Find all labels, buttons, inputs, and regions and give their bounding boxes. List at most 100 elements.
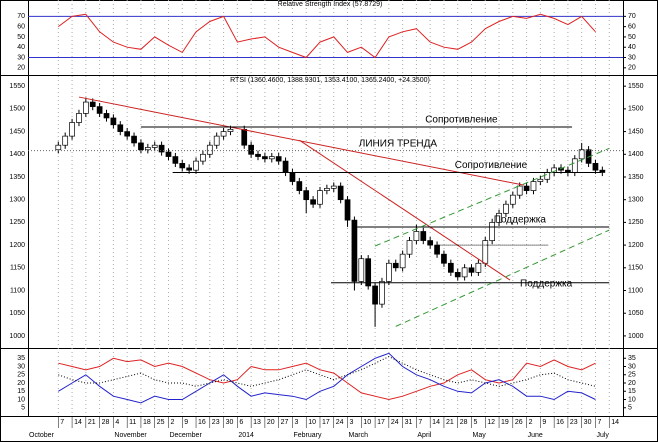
annotation-line — [395, 229, 610, 327]
x-tick-label: 20 — [267, 419, 275, 426]
candle-body — [496, 212, 502, 223]
x-tick-label: 28 — [460, 419, 468, 426]
x-tick-label: 23 — [212, 419, 220, 426]
y-tick-label: 15 — [628, 388, 636, 395]
x-tick-label: 14 — [432, 419, 440, 426]
candle-body — [461, 267, 468, 278]
x-tick-label: 7 — [418, 419, 422, 426]
y-tick-label: 35 — [17, 355, 25, 362]
candle-body — [76, 113, 82, 123]
x-tick-label: 17 — [377, 419, 385, 426]
y-tick-label: 1450 — [628, 128, 644, 135]
candle-body — [578, 149, 585, 160]
candle-body — [62, 135, 69, 146]
candle-body — [220, 131, 227, 137]
candle-body — [206, 144, 213, 155]
y-tick-label: 1550 — [9, 83, 25, 90]
annotation-line — [374, 147, 610, 247]
candle-body — [289, 172, 296, 182]
candle-body — [330, 185, 337, 189]
y-tick-label: 1050 — [9, 310, 25, 317]
candle-body — [303, 190, 310, 201]
candle-body — [413, 231, 420, 241]
candle-body — [227, 128, 234, 132]
y-tick-label: 25 — [17, 372, 25, 379]
x-tick-label: 21 — [446, 419, 454, 426]
x-tick-label: 6 — [239, 419, 243, 426]
indicator-line — [58, 352, 596, 404]
y-tick-label: 20 — [628, 380, 636, 387]
candle-body — [248, 144, 254, 155]
x-tick-label: 9 — [542, 419, 546, 426]
candle-body — [434, 244, 440, 255]
month-label: February — [293, 432, 322, 439]
candle-body — [213, 135, 220, 146]
y-tick-label: 50 — [628, 34, 636, 41]
candle-body — [399, 253, 406, 269]
y-tick-label: 20 — [628, 65, 636, 72]
candle-body — [386, 262, 392, 282]
annotation-line — [299, 139, 511, 281]
x-tick-label: 2 — [170, 419, 174, 426]
candle-body — [131, 135, 137, 144]
candle-body — [255, 153, 261, 157]
y-tick-label: 30 — [628, 54, 636, 61]
month-label: November — [114, 432, 147, 439]
candle-body — [200, 153, 206, 162]
y-tick-label: 1500 — [9, 106, 25, 113]
y-tick-label: 1150 — [10, 265, 25, 272]
annotation-label: Поддержка — [520, 278, 573, 289]
candle-body — [427, 240, 434, 246]
y-tick-label: 1100 — [10, 287, 25, 294]
y-tick-label: 1200 — [628, 242, 644, 249]
candle-body — [530, 181, 537, 191]
candle-body — [96, 106, 103, 114]
candle-body — [351, 219, 358, 282]
y-tick-label: 1400 — [9, 151, 25, 158]
x-tick-label: 30 — [226, 419, 234, 426]
x-tick-label: 28 — [102, 419, 110, 426]
y-tick-label: 1000 — [9, 333, 25, 340]
x-tick-label: 31 — [405, 419, 413, 426]
candle-body — [592, 163, 599, 171]
y-tick-label: 1250 — [628, 219, 644, 226]
y-tick-label: 40 — [628, 44, 636, 51]
candle-body — [186, 167, 192, 171]
y-tick-label: 10 — [17, 396, 25, 403]
candle-body — [337, 185, 344, 201]
candle-body — [110, 117, 117, 126]
rsi-line — [58, 13, 596, 59]
y-tick-label: 25 — [628, 372, 636, 379]
candle-body — [372, 285, 378, 305]
month-label: July — [596, 432, 609, 439]
month-label: December — [169, 432, 202, 439]
candle-body — [365, 258, 372, 287]
candle-body — [344, 199, 351, 221]
candle-body — [599, 169, 606, 173]
candle-body — [489, 222, 496, 241]
candle-body — [544, 172, 551, 180]
x-tick-label: 21 — [88, 419, 96, 426]
candle-body — [268, 156, 275, 160]
month-label: May — [472, 432, 486, 439]
candle-body — [537, 178, 544, 182]
candle-body — [441, 253, 447, 264]
candle-body — [69, 122, 75, 137]
y-tick-label: 70 — [17, 13, 25, 20]
x-tick-label: 5 — [473, 419, 477, 426]
month-label: April — [417, 432, 431, 439]
candle-body — [89, 101, 96, 107]
y-tick-label: 1400 — [628, 151, 644, 158]
annotation-label: Сопротивление — [455, 160, 528, 171]
candle-body — [558, 167, 564, 171]
y-tick-label: 1500 — [628, 106, 644, 113]
x-tick-label: 16 — [556, 419, 564, 426]
x-tick-label: 23 — [570, 419, 578, 426]
month-label: October — [29, 432, 55, 439]
y-tick-label: 1150 — [628, 265, 643, 272]
candle-body — [571, 158, 578, 173]
y-tick-label: 60 — [17, 23, 25, 30]
month-label: March — [349, 432, 369, 439]
y-tick-label: 30 — [628, 363, 636, 370]
